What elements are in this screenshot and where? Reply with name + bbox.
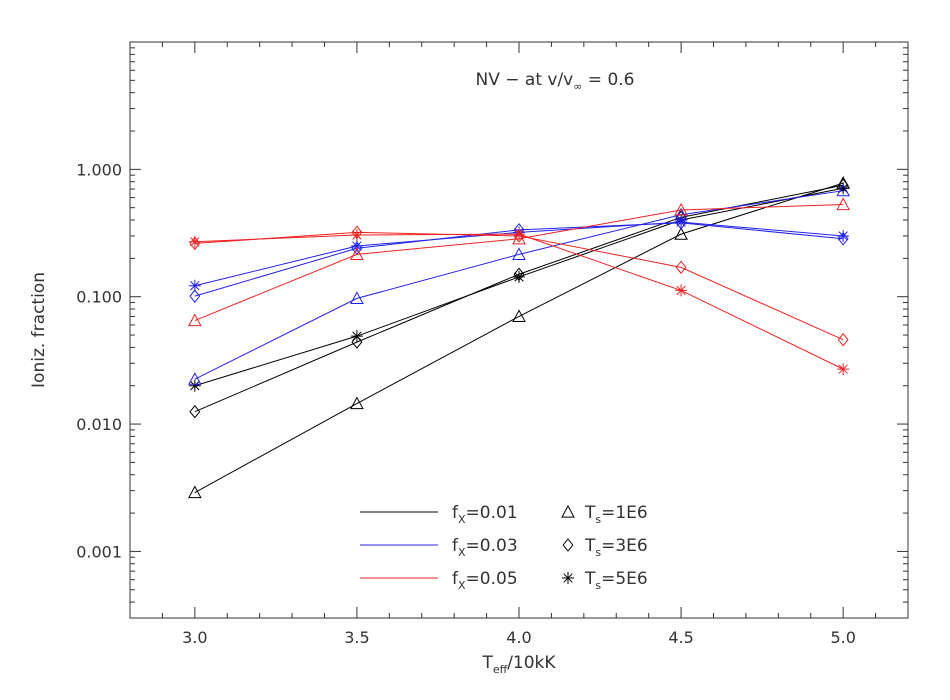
x-tick-label: 4.5 [668, 628, 693, 647]
ticks-layer: 3.0 3.5 4.0 4.5 5.0 0.001 0.010 0.100 1.000 [76, 42, 909, 647]
series-fx0.05-ts5E6 [188, 228, 850, 376]
x-tick-label: 3.5 [344, 628, 369, 647]
legend-line-label: fX=0.01 [452, 503, 518, 526]
data-point [675, 216, 687, 230]
data-point [188, 235, 201, 248]
series-line [194, 182, 844, 493]
plot-frame [129, 41, 909, 619]
series-layer [187, 176, 851, 499]
data-point [836, 197, 851, 211]
data-point [187, 313, 202, 327]
y-tick-label: 0.100 [76, 288, 122, 307]
x-tick-label: 5.0 [830, 628, 855, 647]
data-point [837, 332, 849, 347]
series-line [194, 187, 844, 387]
series-fx0.01-ts5E6 [188, 182, 850, 392]
data-point [350, 247, 364, 260]
data-point [674, 227, 688, 240]
data-point [350, 330, 363, 343]
x-tick-label: 4.0 [506, 628, 531, 647]
x-axis-label-tail: /10kK [507, 653, 556, 673]
data-point [674, 202, 688, 216]
series-line [194, 190, 844, 380]
legend-line-label: fX=0.05 [452, 569, 518, 592]
data-point [351, 335, 363, 349]
data-point [189, 404, 201, 419]
data-point [350, 291, 364, 304]
data-point [675, 216, 688, 229]
legend-marker-label: Ts=3E6 [584, 536, 648, 559]
chart-title: NV − at v/v∞ = 0.6 [476, 70, 635, 93]
data-point [513, 270, 525, 283]
series-fx0.05-ts1E6 [187, 197, 851, 327]
series-fx0.01-ts3E6 [189, 178, 849, 419]
data-point [187, 372, 202, 385]
legend-marker-sample [562, 572, 574, 584]
data-point [187, 485, 202, 499]
chart-title-main: NV − at v/v [476, 70, 574, 90]
data-point [350, 240, 363, 253]
y-tick-label: 0.001 [76, 542, 122, 561]
series-line [194, 184, 844, 413]
data-point [837, 363, 850, 376]
x-axis-label-sub: eff [493, 663, 508, 676]
data-point [512, 247, 526, 260]
data-point [350, 229, 363, 242]
y-tick-label: 1.000 [76, 160, 122, 179]
legend-marker-sample [561, 504, 575, 518]
legend-marker-label: Ts=1E6 [584, 503, 648, 526]
legend-marker-sample [562, 538, 574, 552]
data-point [836, 183, 851, 197]
chart-title-sub: ∞ [573, 80, 582, 93]
data-point [675, 284, 688, 297]
chart-title-tail: = 0.6 [582, 70, 634, 90]
legend-marker-label: Ts=5E6 [584, 569, 648, 592]
data-point [188, 379, 201, 392]
series-fx0.01-ts1E6 [187, 176, 851, 499]
series-line [194, 203, 844, 321]
data-point [837, 231, 849, 246]
data-point [350, 396, 364, 410]
y-axis-label: Ioniz. fraction [29, 272, 49, 388]
data-point [513, 228, 525, 241]
x-axis-label-main: T [481, 653, 493, 673]
x-axis-label: Teff/10kK [481, 653, 556, 676]
data-point [189, 289, 201, 303]
data-point [675, 260, 687, 275]
data-point [837, 182, 850, 195]
x-tick-label: 3.0 [182, 628, 207, 647]
data-point [512, 309, 526, 323]
series-fx0.03-ts1E6 [187, 183, 851, 385]
legend: fX=0.01 fX=0.03 fX=0.05 Ts=1E6 Ts=3E6 Ts=5E6 [360, 503, 648, 592]
legend-line-label: fX=0.03 [452, 536, 518, 559]
data-point [837, 229, 850, 242]
y-tick-label: 0.010 [76, 415, 122, 434]
data-point [188, 279, 201, 292]
